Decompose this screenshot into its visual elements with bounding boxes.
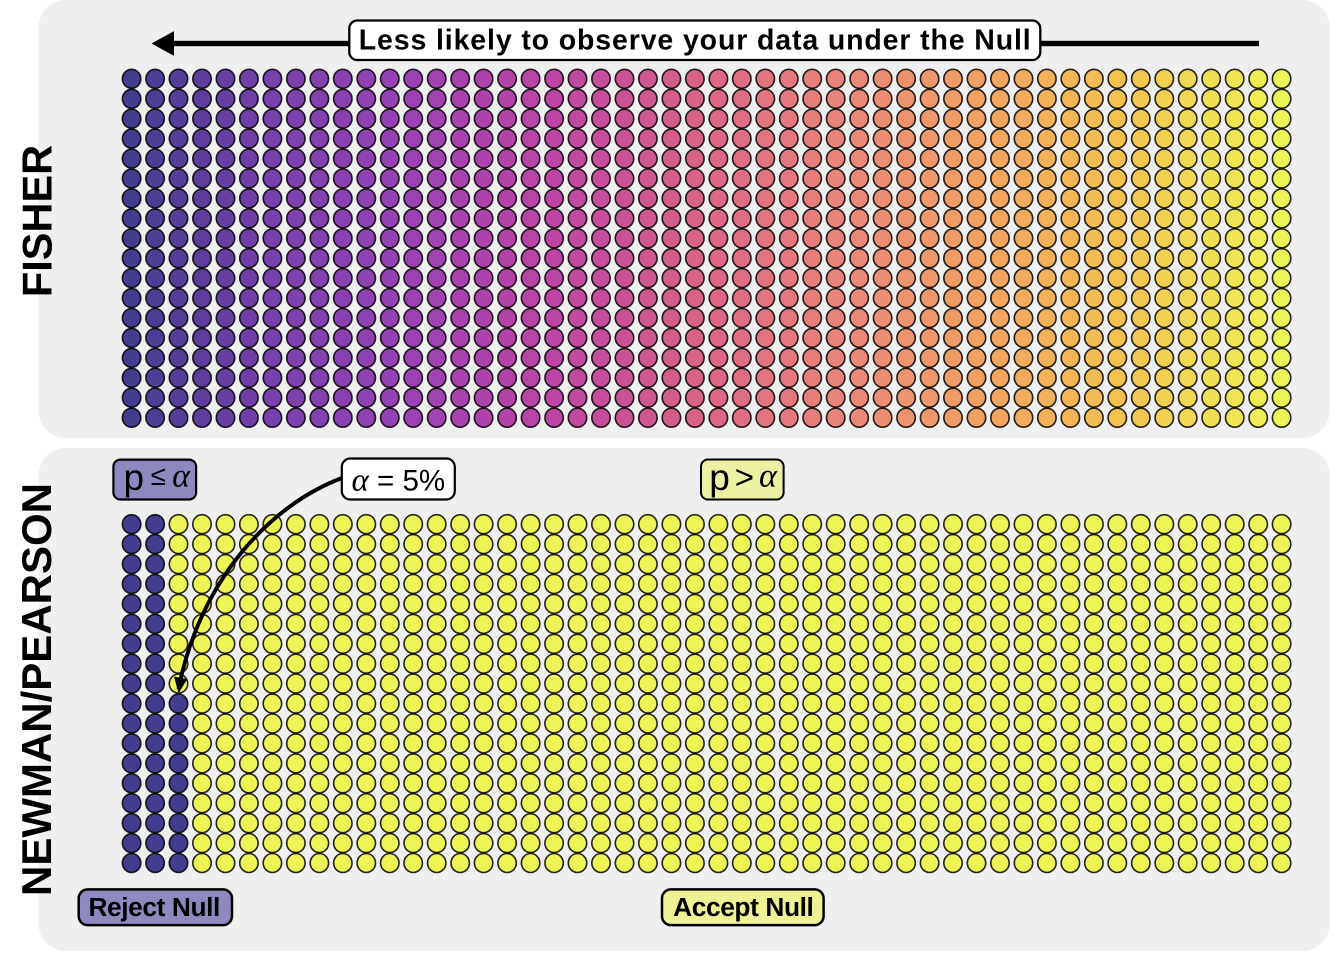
svg-text:Reject Null: Reject Null xyxy=(88,892,220,922)
svg-text:p>α: p>α xyxy=(709,457,781,498)
svg-text:FISHER: FISHER xyxy=(13,145,60,297)
svg-text:α = 5%: α = 5% xyxy=(352,463,446,499)
svg-text:NEWMAN/PEARSON: NEWMAN/PEARSON xyxy=(13,483,60,896)
svg-text:Less likely to observe your da: Less likely to observe your data under t… xyxy=(359,25,1032,57)
svg-text:Accept Null: Accept Null xyxy=(673,892,813,922)
